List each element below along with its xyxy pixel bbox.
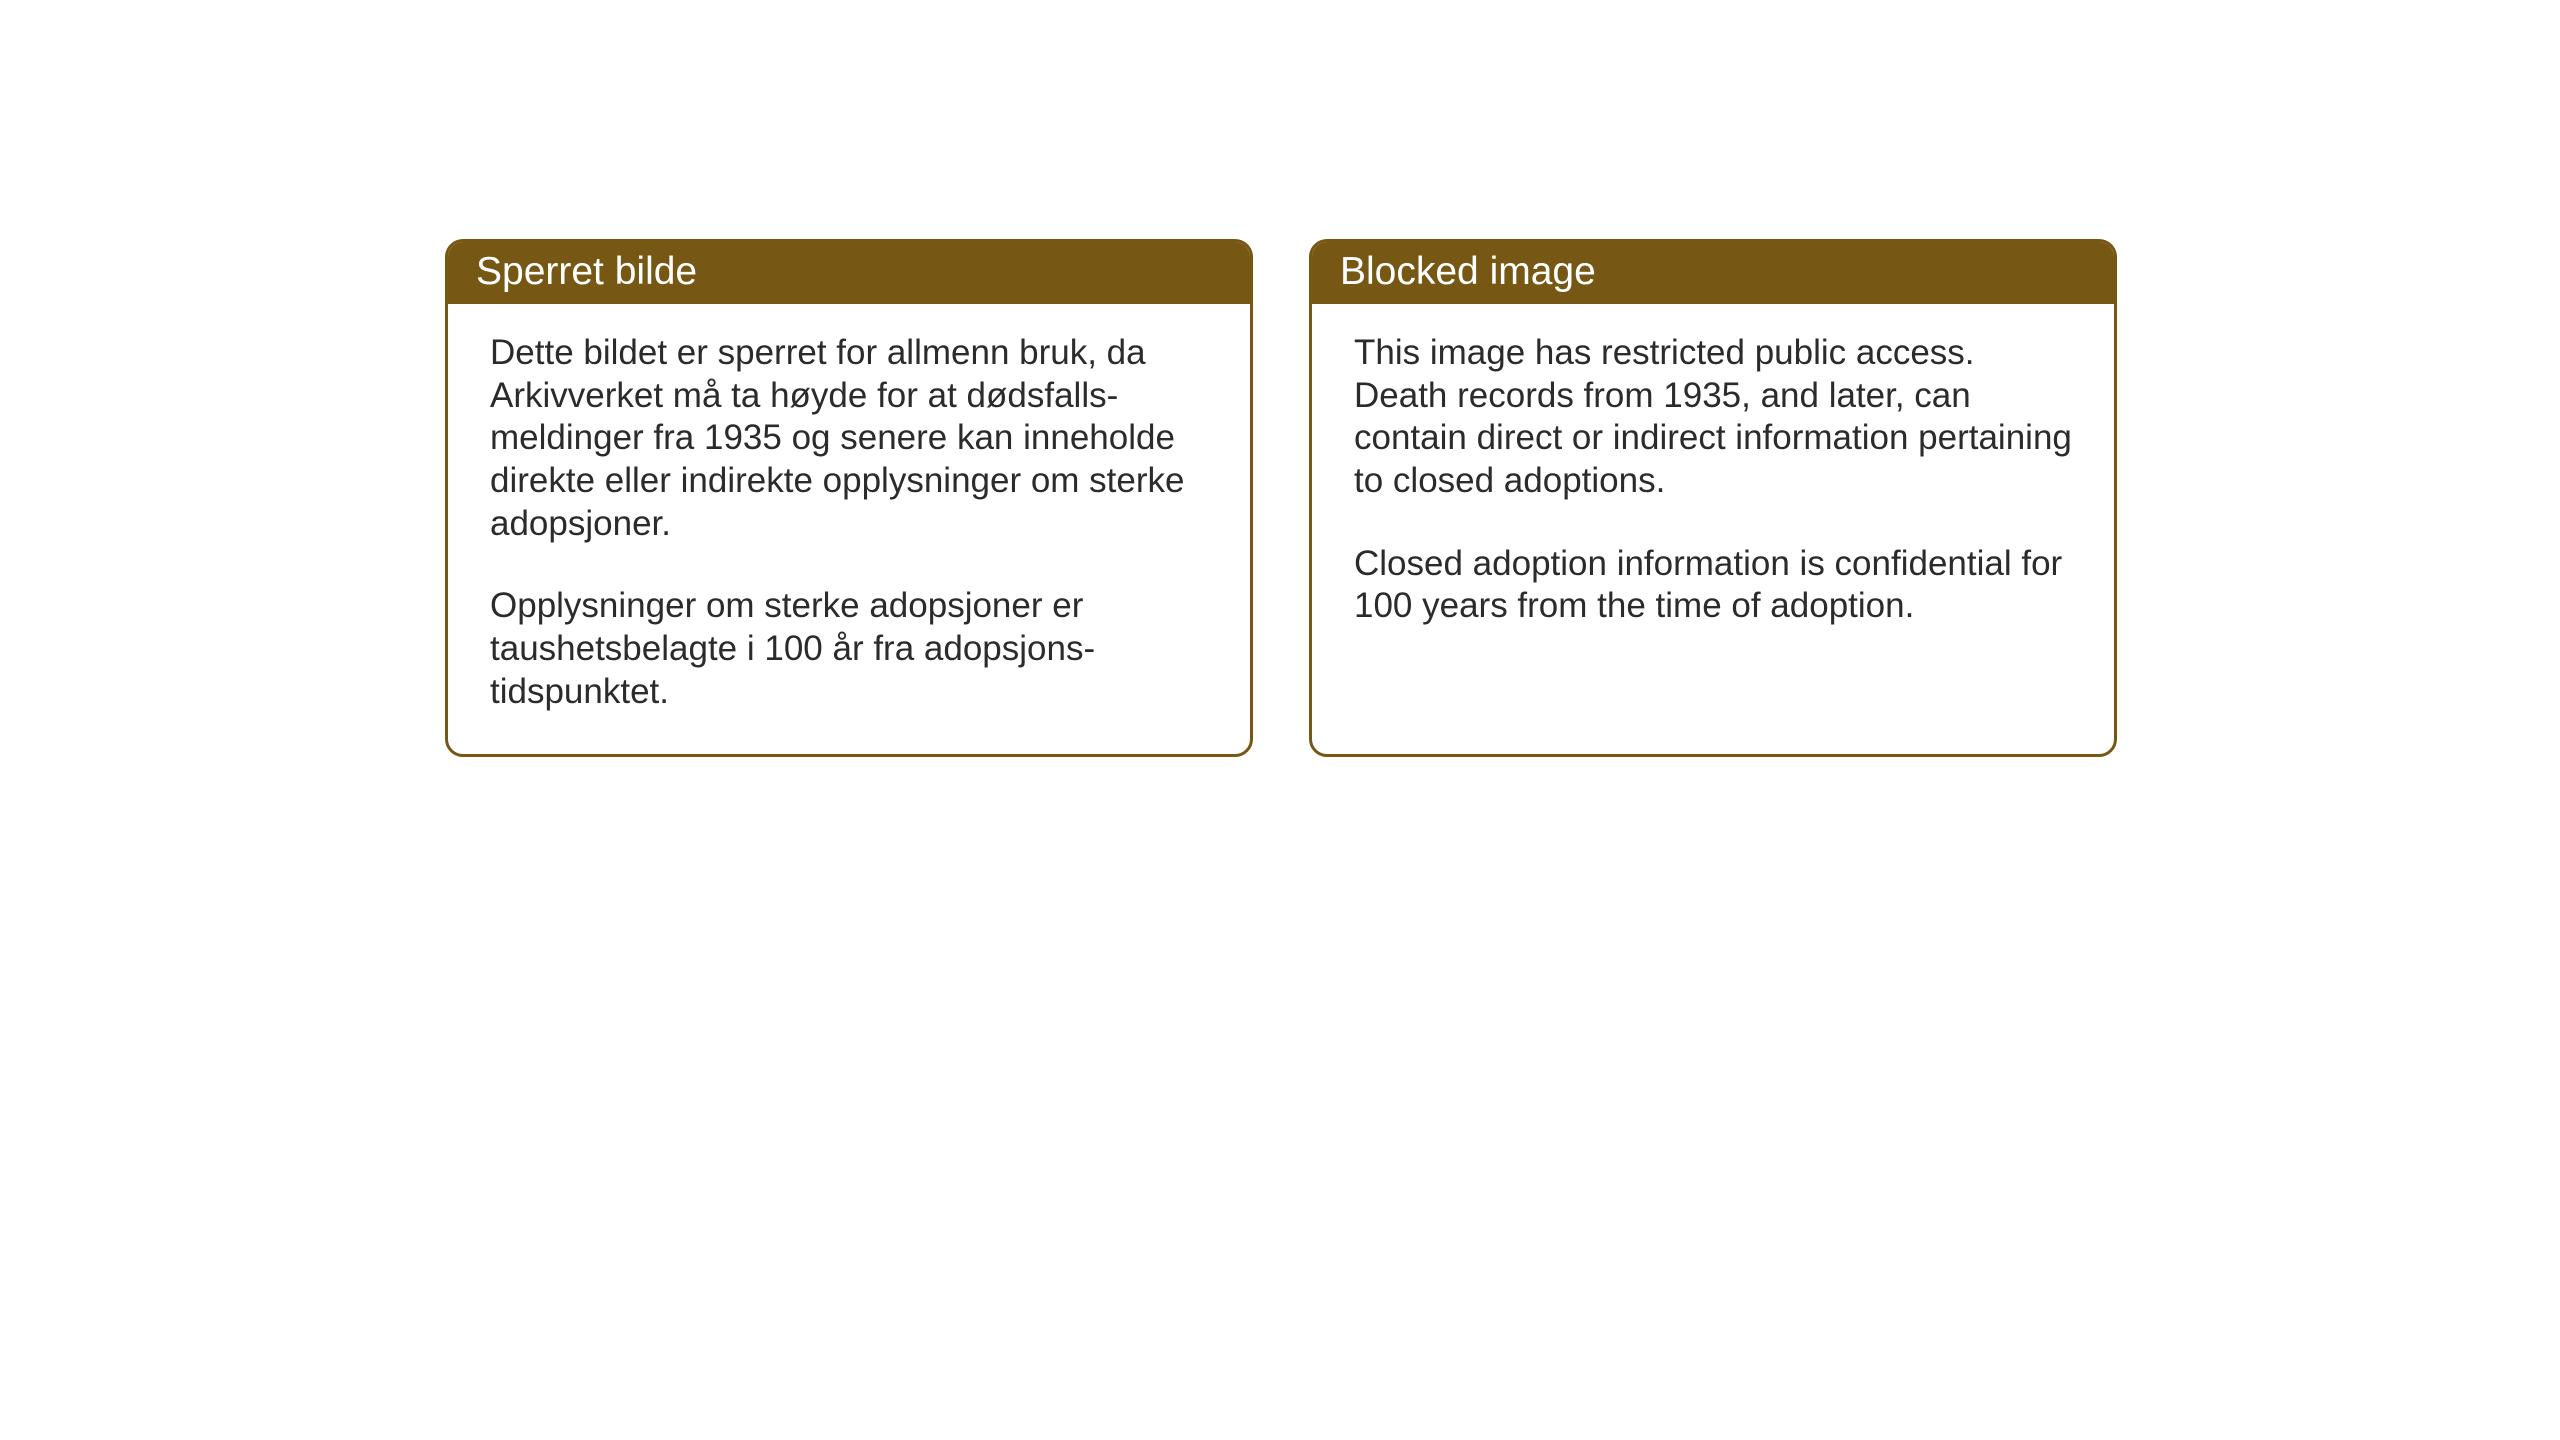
notice-text-p2-english: Closed adoption information is confident… [1354,543,2072,628]
notice-header-norwegian: Sperret bilde [448,242,1250,304]
notice-header-english: Blocked image [1312,242,2114,304]
notice-box-norwegian: Sperret bilde Dette bildet er sperret fo… [445,239,1253,757]
notice-body-english: This image has restricted public access.… [1312,304,2114,668]
notice-text-p2-norwegian: Opplysninger om sterke adopsjoner er tau… [490,585,1208,713]
notice-text-p1-norwegian: Dette bildet er sperret for allmenn bruk… [490,332,1208,545]
notice-container: Sperret bilde Dette bildet er sperret fo… [445,239,2117,757]
notice-body-norwegian: Dette bildet er sperret for allmenn bruk… [448,304,1250,754]
notice-text-p1-english: This image has restricted public access.… [1354,332,2072,503]
notice-box-english: Blocked image This image has restricted … [1309,239,2117,757]
